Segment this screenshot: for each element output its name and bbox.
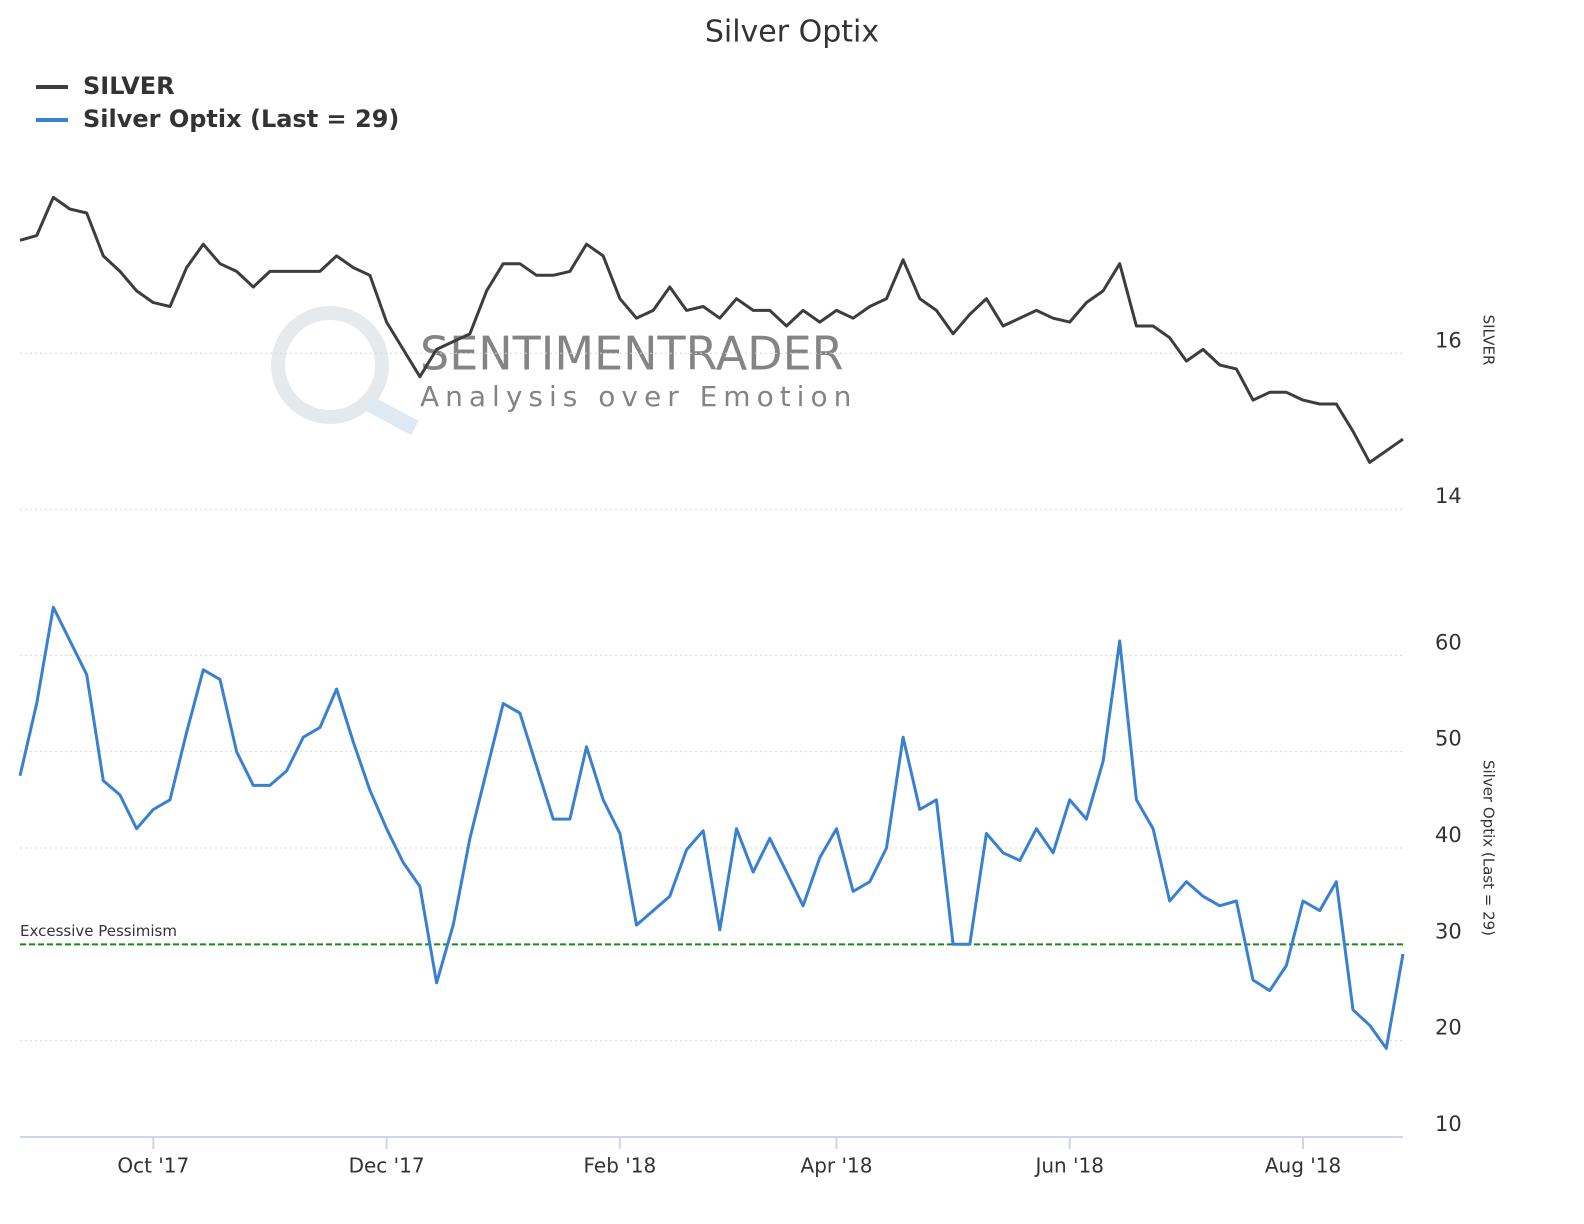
x-tick-label: Apr '18 xyxy=(801,1154,873,1178)
watermark-subtext: Analysis over Emotion xyxy=(420,380,857,413)
y-tick-label: 20 xyxy=(1435,1016,1462,1040)
y-tick-label: 16 xyxy=(1435,328,1462,352)
y-tick-label: 60 xyxy=(1435,630,1462,654)
y-tick-label: 14 xyxy=(1435,484,1462,508)
y-tick-label: 40 xyxy=(1435,823,1462,847)
threshold-label: Excessive Pessimism xyxy=(20,922,177,940)
y-tick-label: 10 xyxy=(1435,1112,1462,1136)
x-tick-label: Aug '18 xyxy=(1265,1154,1341,1178)
series-line xyxy=(18,605,1405,1050)
series-line xyxy=(19,195,1404,464)
x-tick-label: Oct '17 xyxy=(117,1154,189,1178)
watermark-logo xyxy=(271,306,419,436)
y-tick-label: 50 xyxy=(1435,727,1462,751)
legend-label: Silver Optix (Last = 29) xyxy=(83,105,399,133)
x-tick-label: Jun '18 xyxy=(1033,1154,1104,1178)
y-axis-title: SILVER xyxy=(1480,315,1498,366)
y-tick-label: 30 xyxy=(1435,919,1462,943)
y-axis-title: Silver Optix (Last = 29) xyxy=(1480,760,1498,936)
x-tick-label: Dec '17 xyxy=(349,1154,425,1178)
x-tick-label: Feb '18 xyxy=(583,1154,656,1178)
legend-label: SILVER xyxy=(83,72,175,100)
chart-title: Silver Optix xyxy=(705,15,879,50)
